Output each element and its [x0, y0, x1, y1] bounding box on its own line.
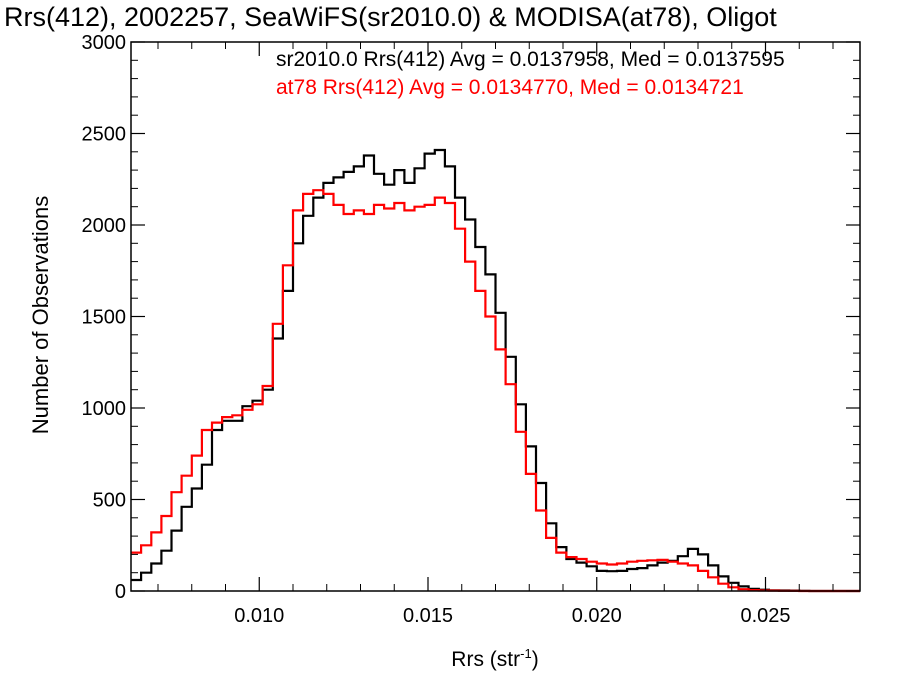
x-axis-label-text: Rrs (str — [451, 648, 521, 671]
y-tick-label: 2000 — [82, 215, 127, 237]
x-axis-label-exponent: -1 — [520, 646, 532, 661]
x-axis-label-close: ) — [531, 648, 539, 671]
y-tick-label: 3000 — [82, 32, 127, 54]
y-tick-label: 2500 — [82, 124, 127, 146]
tick-layer: 0 500 1000 1500 2000 2500 3000 0.010 0.015 0.020 0… — [82, 32, 860, 627]
x-tick-label: 0.010 — [234, 605, 284, 627]
chart-title: Rrs(412), 2002257, SeaWiFS(sr2010.0) & M… — [4, 2, 777, 32]
series-line-1 — [131, 189, 860, 593]
x-tick-label: 0.015 — [403, 605, 453, 627]
y-tick-label: 1500 — [82, 307, 127, 329]
stat-line-at78: at78 Rrs(412) Avg = 0.0134770, Med = 0.0… — [276, 76, 744, 99]
y-tick-label: 500 — [93, 490, 126, 512]
x-tick-label: 0.020 — [572, 605, 622, 627]
series-line-0 — [131, 148, 860, 593]
x-tick-label: 0.025 — [740, 605, 790, 627]
y-axis-label: Number of Observations — [28, 195, 53, 435]
stat-line-sr2010: sr2010.0 Rrs(412) Avg = 0.0137958, Med =… — [276, 48, 785, 71]
x-axis-label: Rrs (str-1) — [451, 646, 538, 672]
series-layer — [131, 148, 860, 593]
y-tick-label: 1000 — [82, 398, 127, 420]
y-tick-label: 0 — [115, 581, 126, 603]
